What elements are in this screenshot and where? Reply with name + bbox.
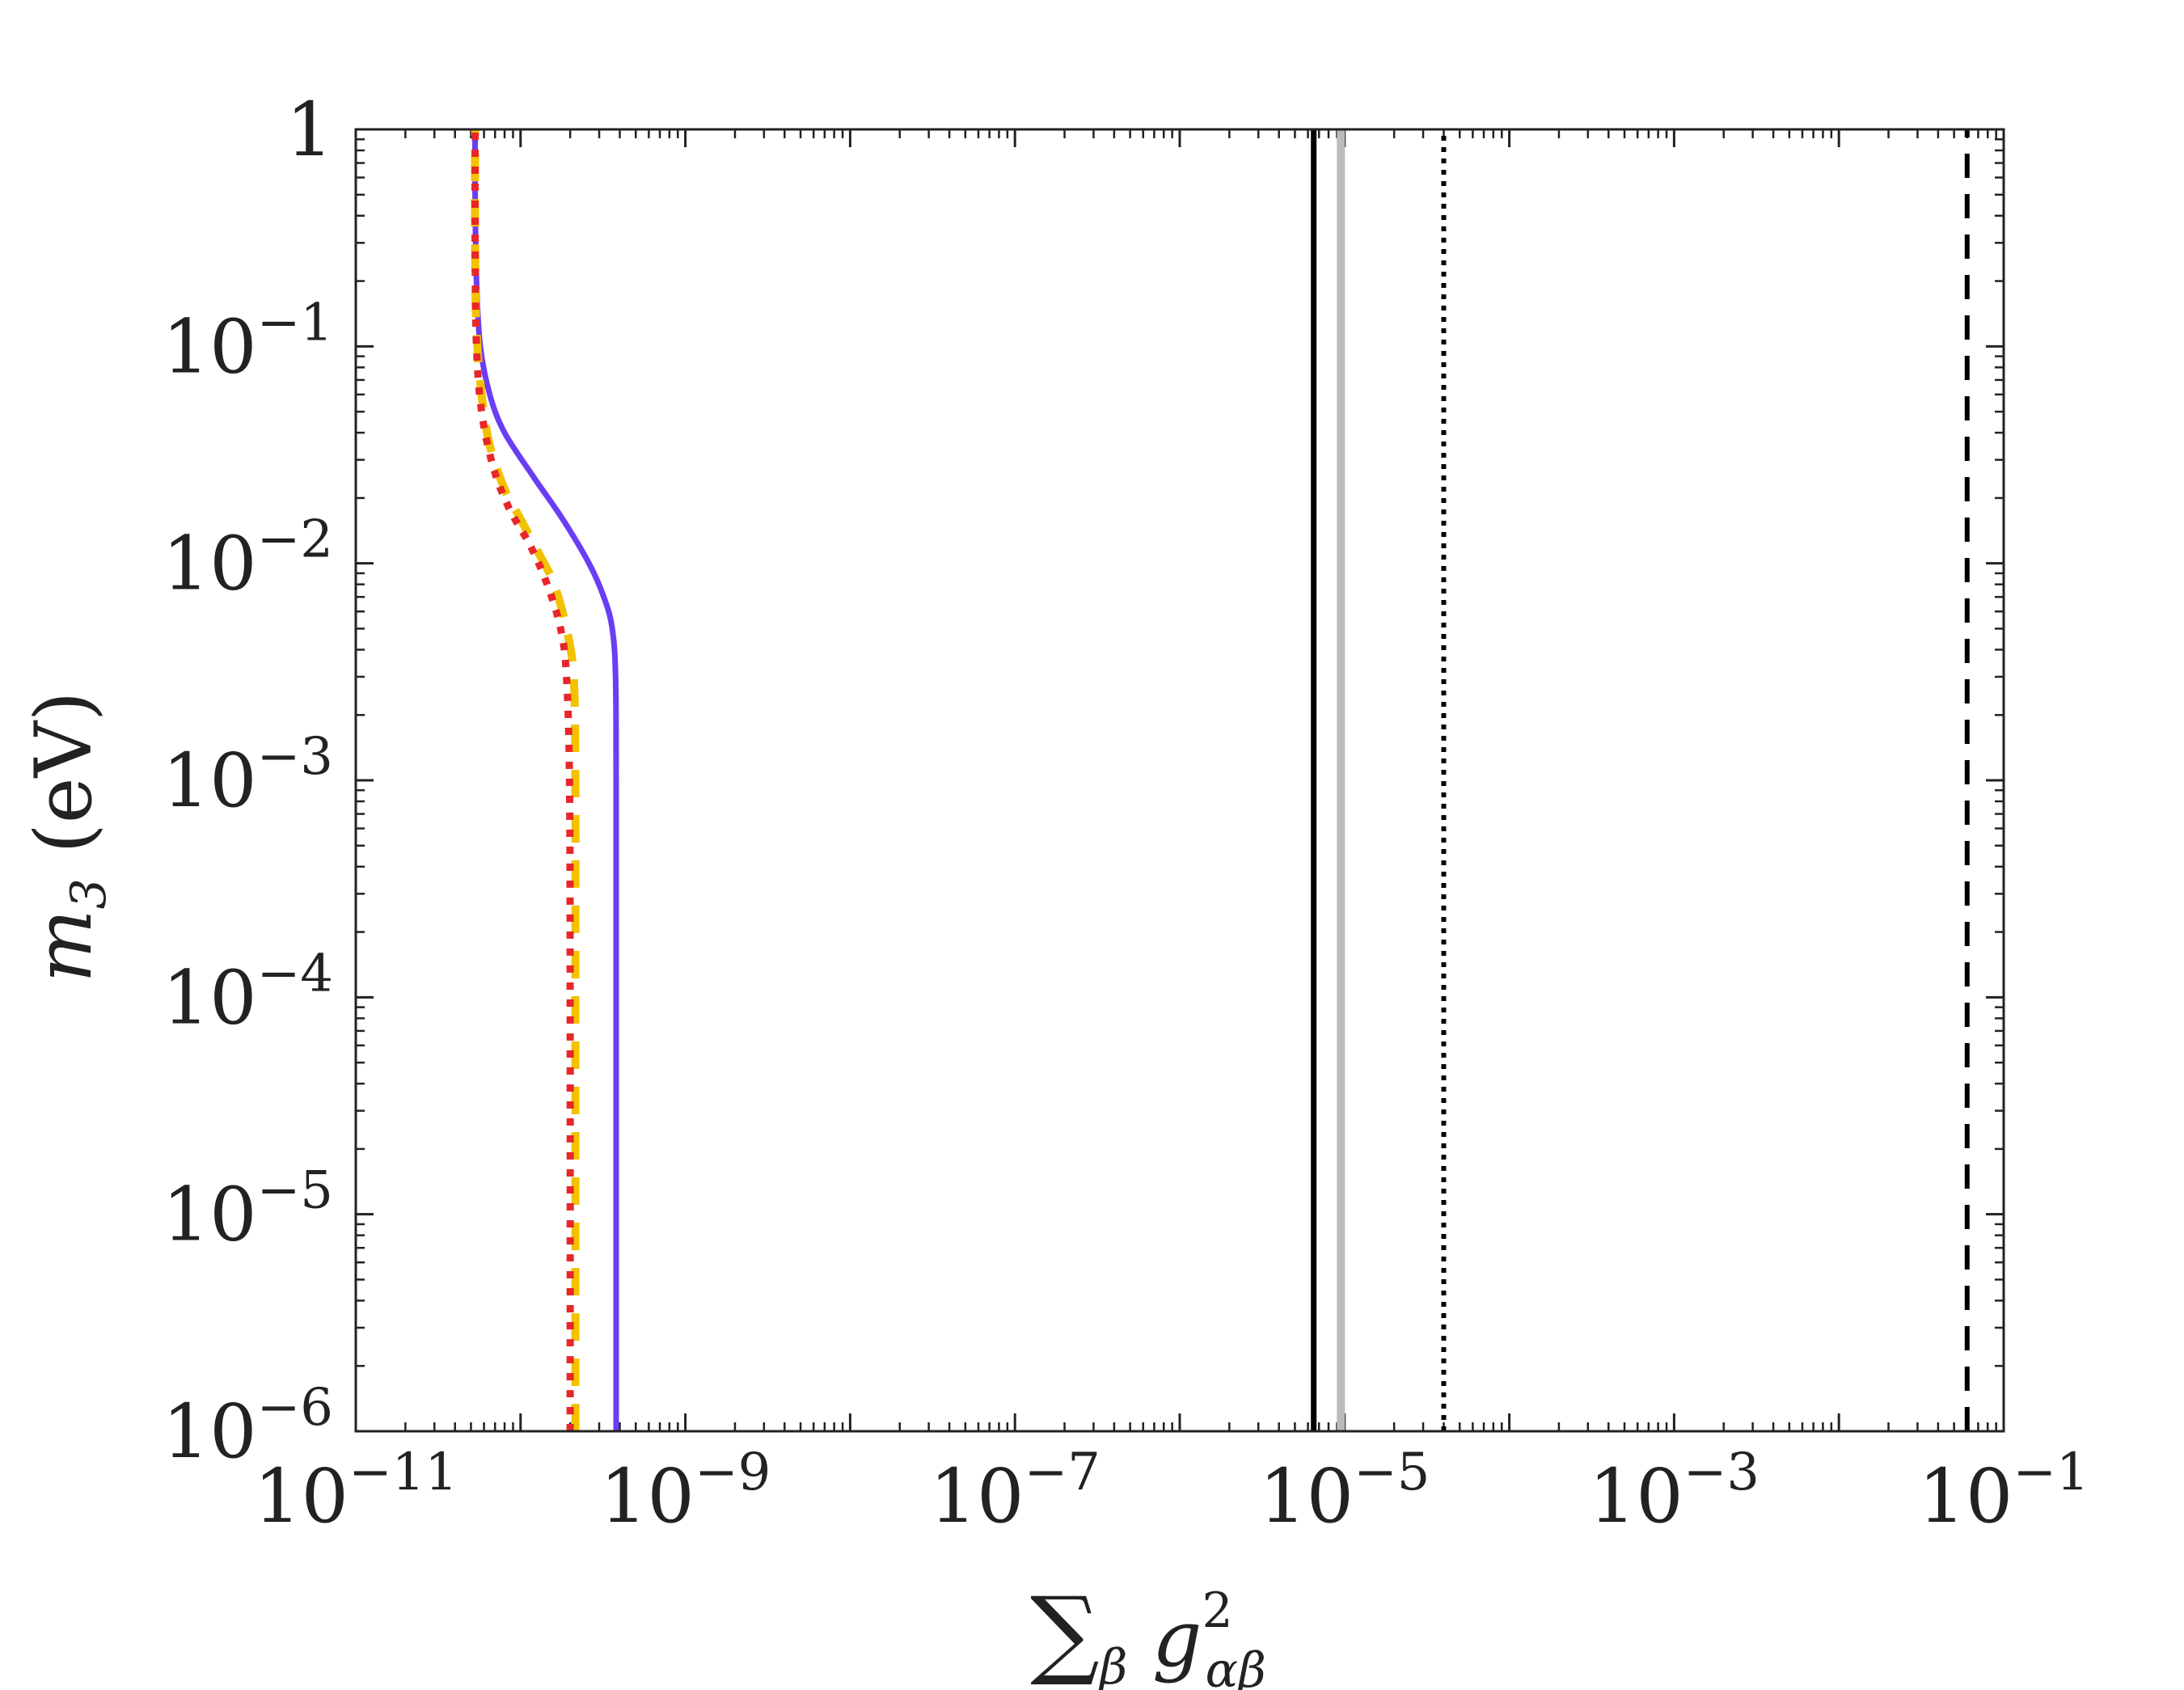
- plot-frame: [354, 128, 2005, 1433]
- series-line-2: [471, 129, 574, 1432]
- y-tick-label: 10−5: [163, 1161, 333, 1258]
- x-tick-label: 10−9: [600, 1443, 771, 1540]
- y-tick-label: 10−3: [163, 727, 333, 824]
- x-tick-label: 10−1: [1918, 1443, 2089, 1540]
- y-tick-label: 10−4: [163, 944, 333, 1041]
- x-tick-label: 10−11: [254, 1443, 458, 1540]
- x-tick-label: 10−3: [1589, 1443, 1759, 1540]
- x-tick-label: 10−7: [929, 1443, 1100, 1540]
- y-tick-label: 10−6: [163, 1378, 333, 1475]
- minor-ticks: [356, 129, 2004, 1431]
- x-tick-labels: 10−11 10−9 10−7 10−5 10−3 10−1: [254, 1443, 2089, 1540]
- series-layer: [471, 129, 1970, 1432]
- y-tick-label: 10−1: [163, 293, 333, 390]
- series-line-1: [471, 129, 580, 1432]
- y-tick-labels: 1 10−1 10−2 10−3 10−4 10−5 10−6: [163, 87, 333, 1475]
- y-axis-label: m3 (eV): [19, 691, 117, 983]
- y-tick-label: 10−2: [163, 510, 333, 607]
- x-tick-label: 10−5: [1259, 1443, 1430, 1540]
- x-axis-label: ∑β g2 αβ: [1030, 1577, 1266, 1690]
- y-tick-label: 1: [285, 87, 333, 173]
